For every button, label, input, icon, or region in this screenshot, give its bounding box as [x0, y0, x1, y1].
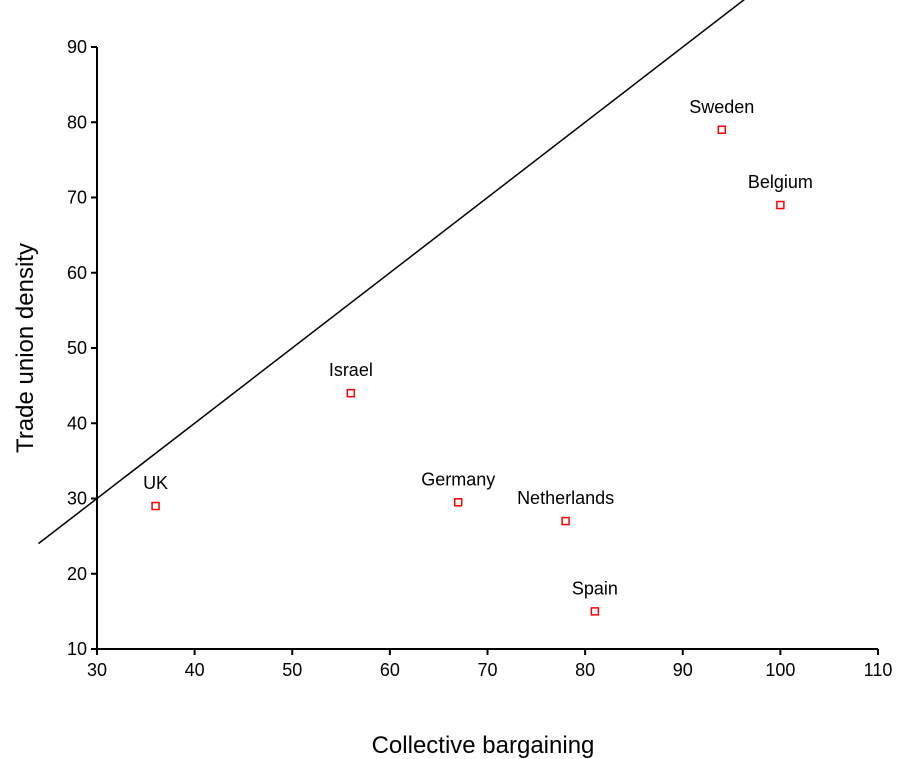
x-tick-label: 30 — [87, 660, 107, 680]
reference-line — [37, 0, 745, 545]
data-point-label: Belgium — [748, 172, 813, 192]
x-ticks: 30 40 50 60 70 80 90 100 110 — [87, 649, 892, 680]
y-tick-label: 20 — [67, 564, 87, 584]
y-tick-label: 80 — [67, 112, 87, 132]
data-point-label: Germany — [421, 469, 495, 489]
data-point-label: UK — [143, 473, 168, 493]
x-tick-label: 70 — [477, 660, 497, 680]
data-point-marker — [717, 125, 727, 135]
data-point-marker — [776, 200, 785, 210]
data-point-marker — [151, 501, 160, 511]
y-tick-label: 10 — [67, 639, 87, 659]
data-point-label: Sweden — [689, 97, 754, 117]
y-tick-label: 50 — [67, 338, 87, 358]
data-point-marker — [453, 498, 463, 507]
y-ticks: 10 20 30 40 50 60 70 80 90 — [67, 37, 97, 659]
y-tick-label: 90 — [67, 37, 87, 57]
data-point-label: Netherlands — [517, 488, 614, 508]
y-tick-label: 60 — [67, 263, 87, 283]
y-axis-title: Trade union density — [12, 243, 39, 453]
x-tick-label: 40 — [185, 660, 205, 680]
x-tick-label: 80 — [575, 660, 595, 680]
data-points: UK Israel Germany Netherlands Spain Sweden Bel… — [143, 97, 813, 616]
data-point-label: Israel — [329, 360, 373, 380]
y-tick-label: 70 — [67, 188, 87, 208]
data-point-marker — [561, 516, 570, 526]
data-point-marker — [590, 607, 600, 616]
x-tick-label: 90 — [673, 660, 693, 680]
x-tick-label: 110 — [864, 660, 893, 680]
data-point-marker — [346, 388, 356, 398]
y-tick-label: 30 — [67, 489, 87, 509]
y-tick-label: 40 — [67, 413, 87, 433]
x-axis-title: Collective bargaining — [372, 732, 595, 759]
data-point-label: Spain — [572, 578, 618, 598]
x-tick-label: 50 — [282, 660, 302, 680]
x-tick-label: 60 — [380, 660, 400, 680]
x-tick-label: 100 — [765, 660, 795, 680]
